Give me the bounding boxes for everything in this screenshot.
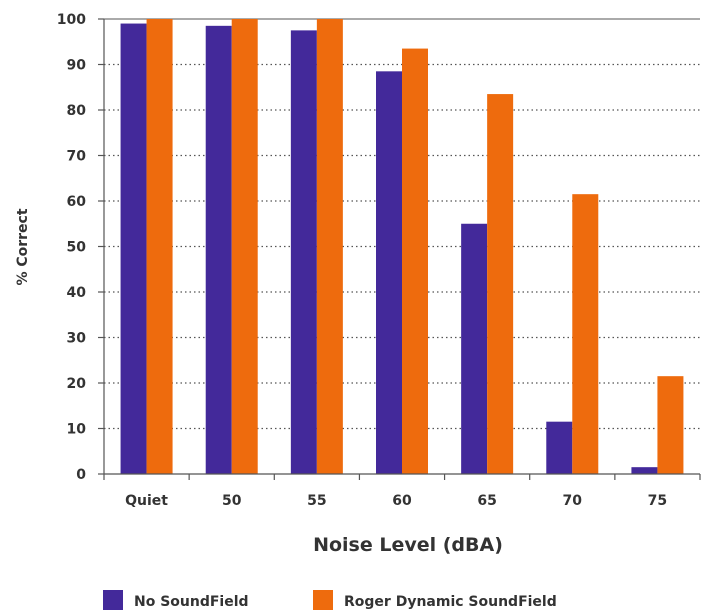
bar-no-soundfield-50 — [205, 25, 232, 474]
bar-roger-dynamic-soundfield-50 — [231, 19, 258, 474]
bar-no-soundfield-65 — [461, 223, 488, 474]
y-axis-title: % Correct — [15, 208, 31, 285]
y-tick-label: 80 — [67, 103, 87, 119]
y-tick-label: 50 — [67, 240, 87, 256]
bar-no-soundfield-55 — [290, 30, 317, 474]
bar-roger-dynamic-soundfield-55 — [316, 19, 343, 474]
legend-swatch-roger-dynamic-soundfield — [313, 590, 333, 610]
bar-no-soundfield-70 — [546, 421, 573, 474]
x-tick-label: Quiet — [125, 493, 168, 509]
y-tick-label: 90 — [67, 58, 87, 74]
bar-no-soundfield-quiet — [120, 23, 147, 475]
axes — [98, 18, 701, 480]
y-tick-label: 40 — [67, 285, 87, 301]
legend-label-no-soundfield: No SoundField — [134, 594, 249, 610]
x-tick-label: 65 — [477, 493, 496, 509]
bar-no-soundfield-60 — [376, 71, 402, 474]
x-tick-label: 60 — [392, 493, 412, 509]
bars — [120, 19, 684, 475]
x-tick-label: 75 — [648, 493, 667, 509]
bar-roger-dynamic-soundfield-quiet — [146, 19, 173, 474]
x-tick-label: 70 — [563, 493, 583, 509]
y-tick-label: 100 — [57, 12, 86, 28]
x-axis-title: Noise Level (dBA) — [313, 534, 503, 556]
y-tick-label: 30 — [67, 331, 87, 347]
y-tick-label: 0 — [76, 467, 86, 483]
bar-no-soundfield-75 — [631, 467, 658, 474]
bar-roger-dynamic-soundfield-75 — [657, 376, 684, 474]
legend-swatch-no-soundfield — [103, 590, 123, 610]
bar-roger-dynamic-soundfield-65 — [487, 94, 514, 474]
y-tick-label: 20 — [67, 376, 87, 392]
y-tick-labels: 0 10 20 30 40 50 60 70 80 90 100 — [57, 12, 86, 483]
y-tick-label: 70 — [67, 149, 87, 165]
x-tick-labels: Quiet 50 55 60 65 70 75 — [125, 493, 667, 509]
y-tick-label: 60 — [67, 194, 87, 210]
bar-roger-dynamic-soundfield-70 — [572, 194, 599, 475]
x-tick-label: 50 — [222, 493, 242, 509]
legend: No SoundField Roger Dynamic SoundField — [103, 590, 557, 610]
y-tick-label: 10 — [67, 422, 87, 438]
bar-roger-dynamic-soundfield-60 — [402, 48, 428, 474]
x-tick-label: 55 — [307, 493, 326, 509]
legend-label-roger-dynamic-soundfield: Roger Dynamic SoundField — [344, 594, 557, 610]
